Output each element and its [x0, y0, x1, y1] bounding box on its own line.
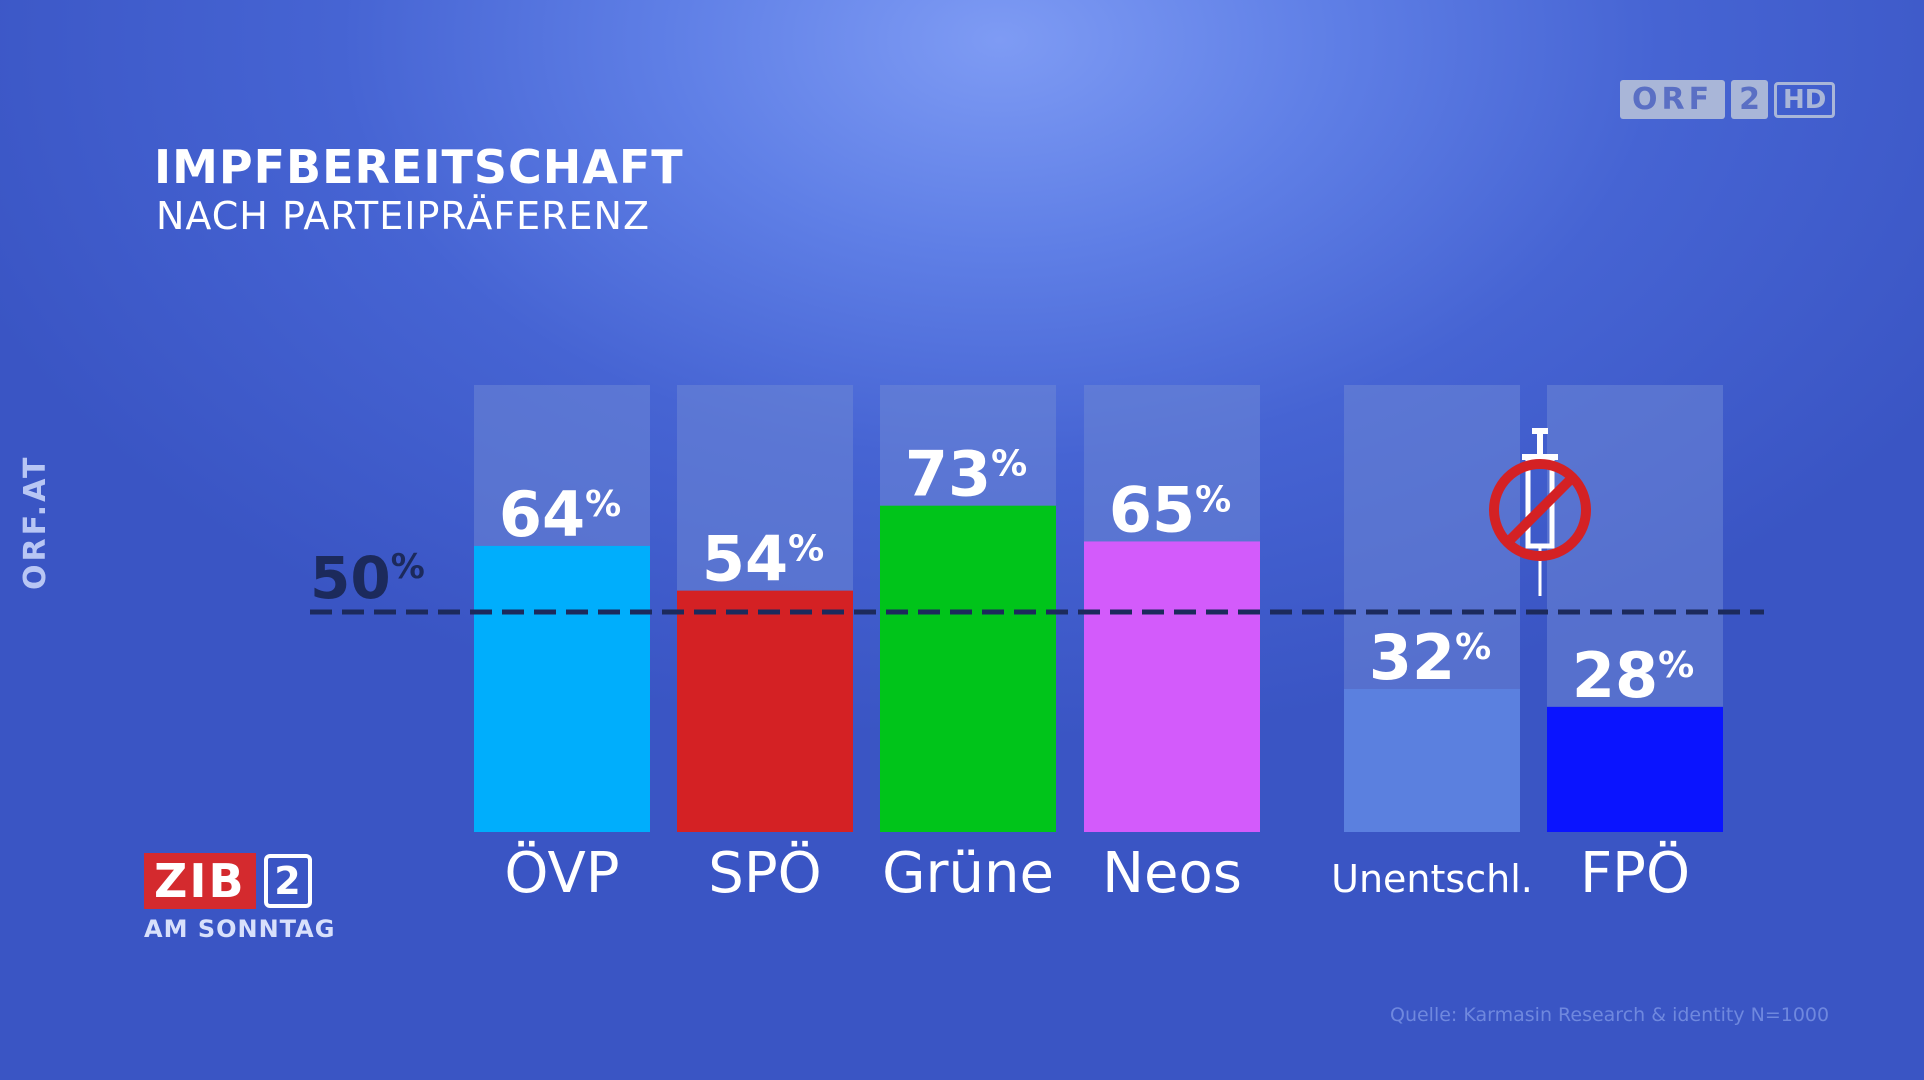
value-label-neos: 65%: [1109, 473, 1231, 546]
value-number-ovp: 64: [499, 478, 585, 551]
value-number-unentschl: 32: [1369, 621, 1455, 694]
bar-neos: [1084, 541, 1260, 832]
value-number-fpo: 28: [1572, 639, 1658, 712]
reference-line-unit: %: [391, 547, 425, 587]
value-unit-spo: %: [788, 529, 824, 570]
channel-logo-name: ORF: [1620, 80, 1726, 119]
category-label-fpo: FPÖ: [1580, 841, 1690, 906]
show-logo-subtitle: AM SONNTAG: [144, 915, 336, 943]
value-label-ovp: 64%: [499, 478, 621, 551]
show-logo: ZIB 2 AM SONNTAG: [144, 853, 335, 943]
category-label-grune: Grüne: [882, 841, 1054, 906]
value-unit-ovp: %: [585, 484, 621, 525]
reference-line-number: 50: [310, 544, 391, 612]
category-label-spo: SPÖ: [708, 841, 821, 906]
bar-unentschl: [1344, 688, 1520, 832]
value-label-grune: 73%: [905, 438, 1027, 511]
syringe-grip: [1522, 454, 1558, 460]
reference-line-label: 50%: [310, 544, 425, 612]
channel-logo: ORF 2 HD: [1620, 80, 1836, 119]
value-unit-fpo: %: [1658, 645, 1694, 686]
value-label-unentschl: 32%: [1369, 621, 1491, 694]
value-label-spo: 54%: [702, 523, 824, 596]
source-note: Quelle: Karmasin Research & identity N=1…: [1390, 1004, 1830, 1026]
value-unit-neos: %: [1195, 479, 1231, 520]
bar-spo: [677, 590, 853, 832]
syringe-prohibited-icon: [1489, 428, 1591, 596]
value-number-spo: 54: [702, 523, 788, 596]
syringe-plunger-top: [1532, 428, 1548, 434]
value-unit-unentschl: %: [1455, 627, 1491, 668]
category-label-ovp: ÖVP: [504, 841, 619, 906]
syringe-plunger: [1537, 432, 1543, 454]
value-unit-grune: %: [991, 444, 1027, 485]
show-logo-name: ZIB: [144, 853, 256, 909]
bars-layer: [474, 385, 1723, 832]
chart-title: IMPFBEREITSCHAFT: [154, 140, 684, 194]
bar-fpo: [1547, 706, 1723, 832]
channel-logo-number: 2: [1731, 80, 1768, 119]
bar-ovp: [474, 545, 650, 832]
value-number-grune: 73: [905, 438, 991, 511]
value-label-fpo: 28%: [1572, 639, 1694, 712]
value-number-neos: 65: [1109, 473, 1195, 546]
bar-grune: [880, 505, 1056, 832]
reference-line-layer: 50%: [310, 544, 1764, 615]
prohibition-slash: [1504, 474, 1576, 546]
show-logo-number: 2: [263, 854, 312, 908]
category-label-unentschl: Unentschl.: [1331, 857, 1533, 901]
category-label-neos: Neos: [1102, 841, 1242, 906]
labels-layer: 64% ÖVP 54% SPÖ 73% Grüne 65% Neos 32% Unentschl.…: [499, 438, 1694, 906]
chart-subtitle: NACH PARTEIPRÄFERENZ: [156, 194, 650, 238]
channel-logo-hd: HD: [1773, 81, 1836, 118]
prohibition-circle: [1489, 459, 1591, 561]
